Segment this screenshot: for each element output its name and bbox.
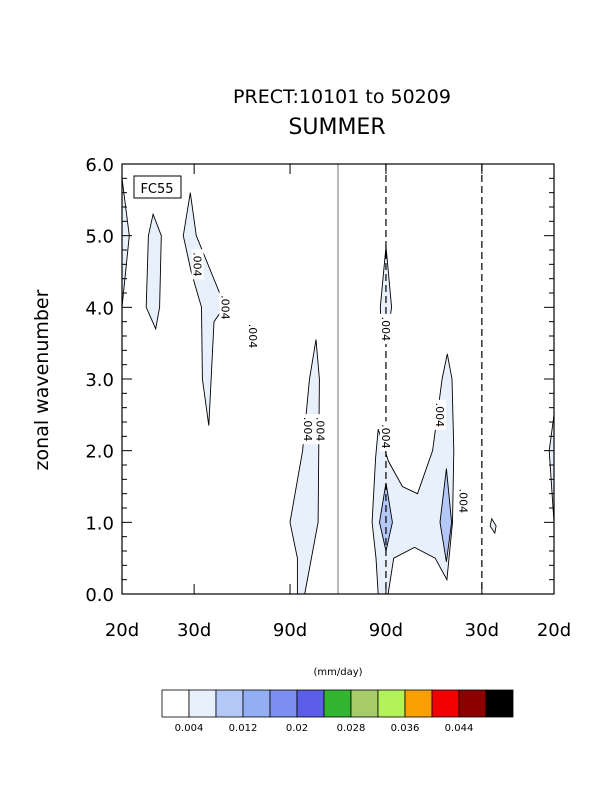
y-tick-label: 1.0 (85, 513, 114, 534)
contour-region-2 (145, 212, 162, 331)
contour-label-6: .004 (379, 317, 392, 342)
legend-swatch (161, 689, 190, 718)
legend-swatch (269, 689, 298, 718)
chart-subtitle: SUMMER (288, 115, 385, 140)
contour-label-4: .004 (301, 417, 314, 442)
legend-swatch (242, 689, 271, 718)
legend-swatch (431, 689, 460, 718)
x-tick-label: 30d (177, 620, 211, 641)
legend-label: 0.02 (286, 723, 308, 734)
legend-units: (mm/day) (313, 667, 362, 678)
contour-label-8: .004 (433, 403, 446, 428)
y-tick-label: 2.0 (85, 442, 114, 463)
contour-labels: .004.004.004.004.004.004.004.004.004 (191, 249, 470, 516)
legend-swatch (296, 689, 325, 718)
guide-lines (337, 164, 483, 594)
y-tick-label: 5.0 (85, 227, 114, 248)
contour-label-bg-4 (302, 414, 315, 445)
legend-swatch (323, 689, 352, 718)
contour-label-bg-8 (433, 399, 446, 430)
contour-label-3: .004 (246, 324, 259, 349)
contour-label-bg-1 (191, 249, 204, 280)
axis-ticks (121, 163, 555, 595)
legend-label: 0.036 (391, 723, 420, 734)
contour-label-9: .004 (457, 489, 470, 514)
x-tick-label: 30d (465, 620, 499, 641)
legend-swatch (377, 689, 406, 718)
legend-swatch (350, 689, 379, 718)
legend-label: 0.028 (337, 723, 366, 734)
contour-region-8 (489, 517, 497, 535)
contour-region-1 (121, 178, 130, 308)
legend-swatch (485, 689, 514, 718)
legend-swatch (188, 689, 217, 718)
panel-label: FC55 (140, 182, 173, 197)
contour-region-6 (371, 353, 455, 595)
x-tick-label: 90d (273, 620, 307, 641)
x-tick-label: 20d (105, 620, 139, 641)
y-tick-label: 0.0 (85, 585, 114, 606)
y-tick-labels: 0.0 1.0 2.0 3.0 4.0 5.0 6.0 (85, 155, 114, 606)
legend-swatch (215, 689, 244, 718)
legend-label: 0.004 (175, 723, 204, 734)
x-tick-label: 20d (537, 620, 571, 641)
y-tick-label: 4.0 (85, 298, 114, 319)
contour-label-2: .004 (218, 295, 231, 320)
contour-label-bg-7 (379, 421, 392, 452)
contour-region-3 (182, 192, 225, 426)
legend-label: 0.044 (445, 723, 474, 734)
contour-label-5: .004 (313, 417, 326, 442)
contour-region-7 (548, 414, 555, 523)
contour-label-bg-2 (219, 292, 232, 323)
contour-label-bg-5 (314, 414, 327, 445)
panel-label-box: FC55 (133, 175, 182, 199)
x-tick-label: 90d (369, 620, 403, 641)
y-axis-label: zonal wavenumber (31, 289, 53, 470)
y-tick-label: 3.0 (85, 370, 114, 391)
contour-label-bg-6 (379, 313, 392, 344)
color-legend: 0.004 0.012 0.02 0.028 0.036 0.044 (161, 689, 514, 734)
chart-title: PRECT:10101 to 50209 (233, 86, 451, 108)
x-tick-labels: 20d 30d 90d 90d 30d 20d (105, 620, 571, 641)
contour-region-10 (439, 468, 453, 562)
legend-swatch (458, 689, 487, 718)
legend-label: 0.012 (229, 723, 258, 734)
contour-label-bg-9 (457, 485, 470, 516)
contour-label-7: .004 (379, 424, 392, 449)
contour-region-4 (289, 339, 320, 595)
y-tick-label: 6.0 (85, 155, 114, 176)
contour-label-bg-3 (246, 321, 259, 351)
legend-swatch (404, 689, 433, 718)
contour-label-1: .004 (191, 252, 204, 277)
